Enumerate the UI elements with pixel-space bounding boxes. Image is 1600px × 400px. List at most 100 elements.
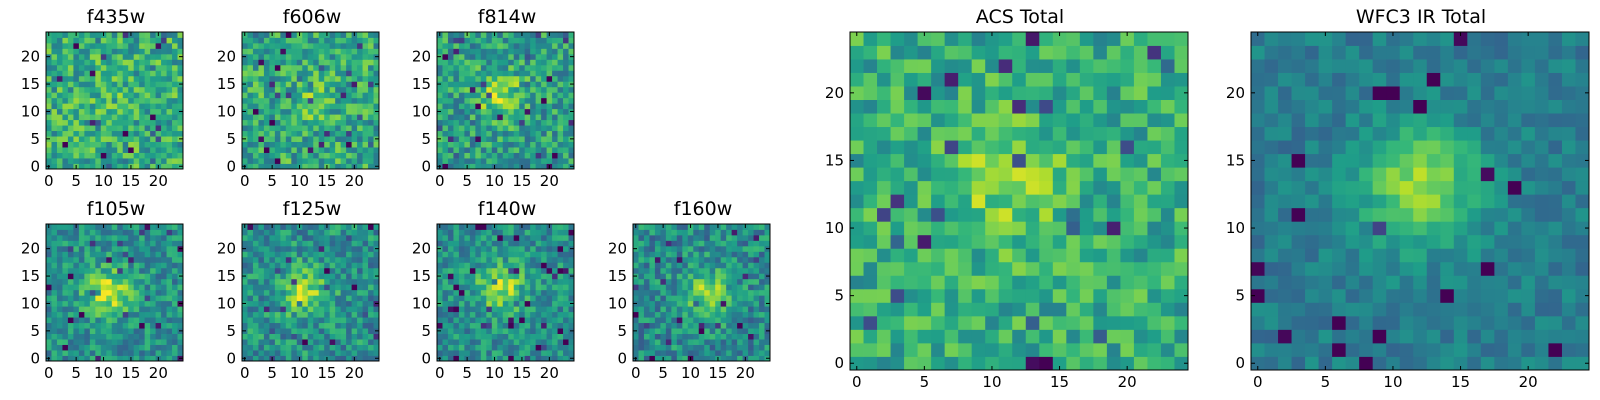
heatmap-cell xyxy=(172,317,178,324)
heatmap-cell xyxy=(78,256,85,263)
heatmap-cell xyxy=(508,339,515,345)
heatmap-cell xyxy=(671,339,678,345)
heatmap-cell xyxy=(340,70,347,77)
heatmap-cell xyxy=(357,147,363,153)
heatmap-cell xyxy=(513,300,520,307)
heatmap-cell xyxy=(709,344,716,351)
heatmap-cell xyxy=(643,256,650,263)
heatmap-cell xyxy=(453,355,460,362)
heatmap-cell xyxy=(453,300,460,307)
heatmap-cell xyxy=(373,306,380,313)
heatmap-cell xyxy=(128,92,135,99)
heatmap-cell xyxy=(329,32,336,38)
heatmap-cell xyxy=(709,262,716,269)
heatmap-cell xyxy=(671,344,678,351)
heatmap-cell xyxy=(106,262,113,269)
heatmap-cell xyxy=(155,333,162,340)
heatmap-cell xyxy=(335,48,342,55)
heatmap-cell xyxy=(95,103,102,110)
heatmap-cell xyxy=(541,350,547,356)
heatmap-cell xyxy=(742,245,749,252)
heatmap-cell xyxy=(1039,167,1054,182)
heatmap-cell xyxy=(486,240,493,247)
heatmap-cell xyxy=(563,333,569,340)
heatmap-cell xyxy=(128,103,135,110)
heatmap-cell xyxy=(373,284,380,291)
heatmap-cell xyxy=(89,300,96,307)
heatmap-cell xyxy=(274,273,281,280)
heatmap-cell xyxy=(111,344,118,351)
heatmap-cell xyxy=(715,229,722,236)
heatmap-cell xyxy=(296,48,303,55)
heatmap-cell xyxy=(285,152,292,159)
heatmap-cell xyxy=(307,344,314,351)
heatmap-cell xyxy=(676,311,683,318)
heatmap-cell xyxy=(346,256,352,263)
heatmap-cell xyxy=(508,350,515,356)
heatmap-cell xyxy=(568,224,575,230)
heatmap-cell xyxy=(285,141,292,148)
heatmap-cell xyxy=(665,289,672,296)
heatmap-cell xyxy=(877,315,891,330)
heatmap-cell xyxy=(530,300,537,307)
heatmap-cell xyxy=(720,229,727,236)
heatmap-cell xyxy=(552,278,558,285)
heatmap-cell xyxy=(78,317,85,324)
heatmap-cell xyxy=(524,130,531,137)
heatmap-cell xyxy=(687,339,694,345)
heatmap-cell xyxy=(508,251,515,258)
heatmap-cell xyxy=(247,158,254,164)
heatmap-cell xyxy=(513,108,520,115)
heatmap-cell xyxy=(524,64,531,71)
heatmap-cell xyxy=(447,75,454,82)
heatmap-cell xyxy=(46,158,52,164)
heatmap-cell xyxy=(139,64,146,71)
heatmap-cell xyxy=(737,262,743,269)
heatmap-cell xyxy=(62,147,69,153)
heatmap-cell xyxy=(117,81,124,88)
heatmap-cell xyxy=(453,273,460,280)
heatmap-cell xyxy=(117,158,124,164)
heatmap-cell xyxy=(313,229,320,236)
heatmap-cell xyxy=(541,114,547,121)
heatmap-cell xyxy=(958,167,973,182)
heatmap-cell xyxy=(150,333,156,340)
heatmap-cell xyxy=(144,267,151,274)
heatmap-cell xyxy=(453,284,460,291)
heatmap-cell xyxy=(67,289,74,296)
heatmap-cell xyxy=(67,81,74,88)
y-tick-label: 20 xyxy=(21,48,40,66)
heatmap-cell xyxy=(442,267,449,274)
heatmap-cell xyxy=(546,350,553,356)
heatmap-cell xyxy=(247,344,254,351)
heatmap-cell xyxy=(329,59,336,66)
heatmap-cell xyxy=(453,289,460,296)
heatmap-cell xyxy=(486,125,493,132)
heatmap-cell xyxy=(552,136,558,142)
heatmap-cell xyxy=(373,311,380,318)
heatmap-cell xyxy=(524,158,531,164)
heatmap-cell xyxy=(568,130,575,137)
heatmap-cell xyxy=(753,284,760,291)
heatmap-cell xyxy=(633,339,639,345)
heatmap-cell xyxy=(475,75,482,82)
heatmap-cell xyxy=(280,328,287,334)
heatmap-cell xyxy=(535,136,542,142)
heatmap-cell xyxy=(335,163,342,170)
heatmap-cell xyxy=(161,339,167,345)
heatmap-cell xyxy=(665,311,672,318)
heatmap-cell xyxy=(144,289,151,296)
heatmap-cell xyxy=(252,119,259,126)
heatmap-cell xyxy=(502,125,509,132)
heatmap-cell xyxy=(453,141,460,148)
heatmap-cell xyxy=(307,158,314,164)
heatmap-cell xyxy=(340,64,347,71)
heatmap-cell xyxy=(442,240,449,247)
heatmap-cell xyxy=(62,306,69,313)
heatmap-cell xyxy=(519,229,526,236)
heatmap-cell xyxy=(150,81,156,88)
heatmap-cell xyxy=(302,251,309,258)
heatmap-cell xyxy=(1106,234,1121,249)
heatmap-cell xyxy=(357,92,363,99)
heatmap-cell xyxy=(1066,315,1081,330)
